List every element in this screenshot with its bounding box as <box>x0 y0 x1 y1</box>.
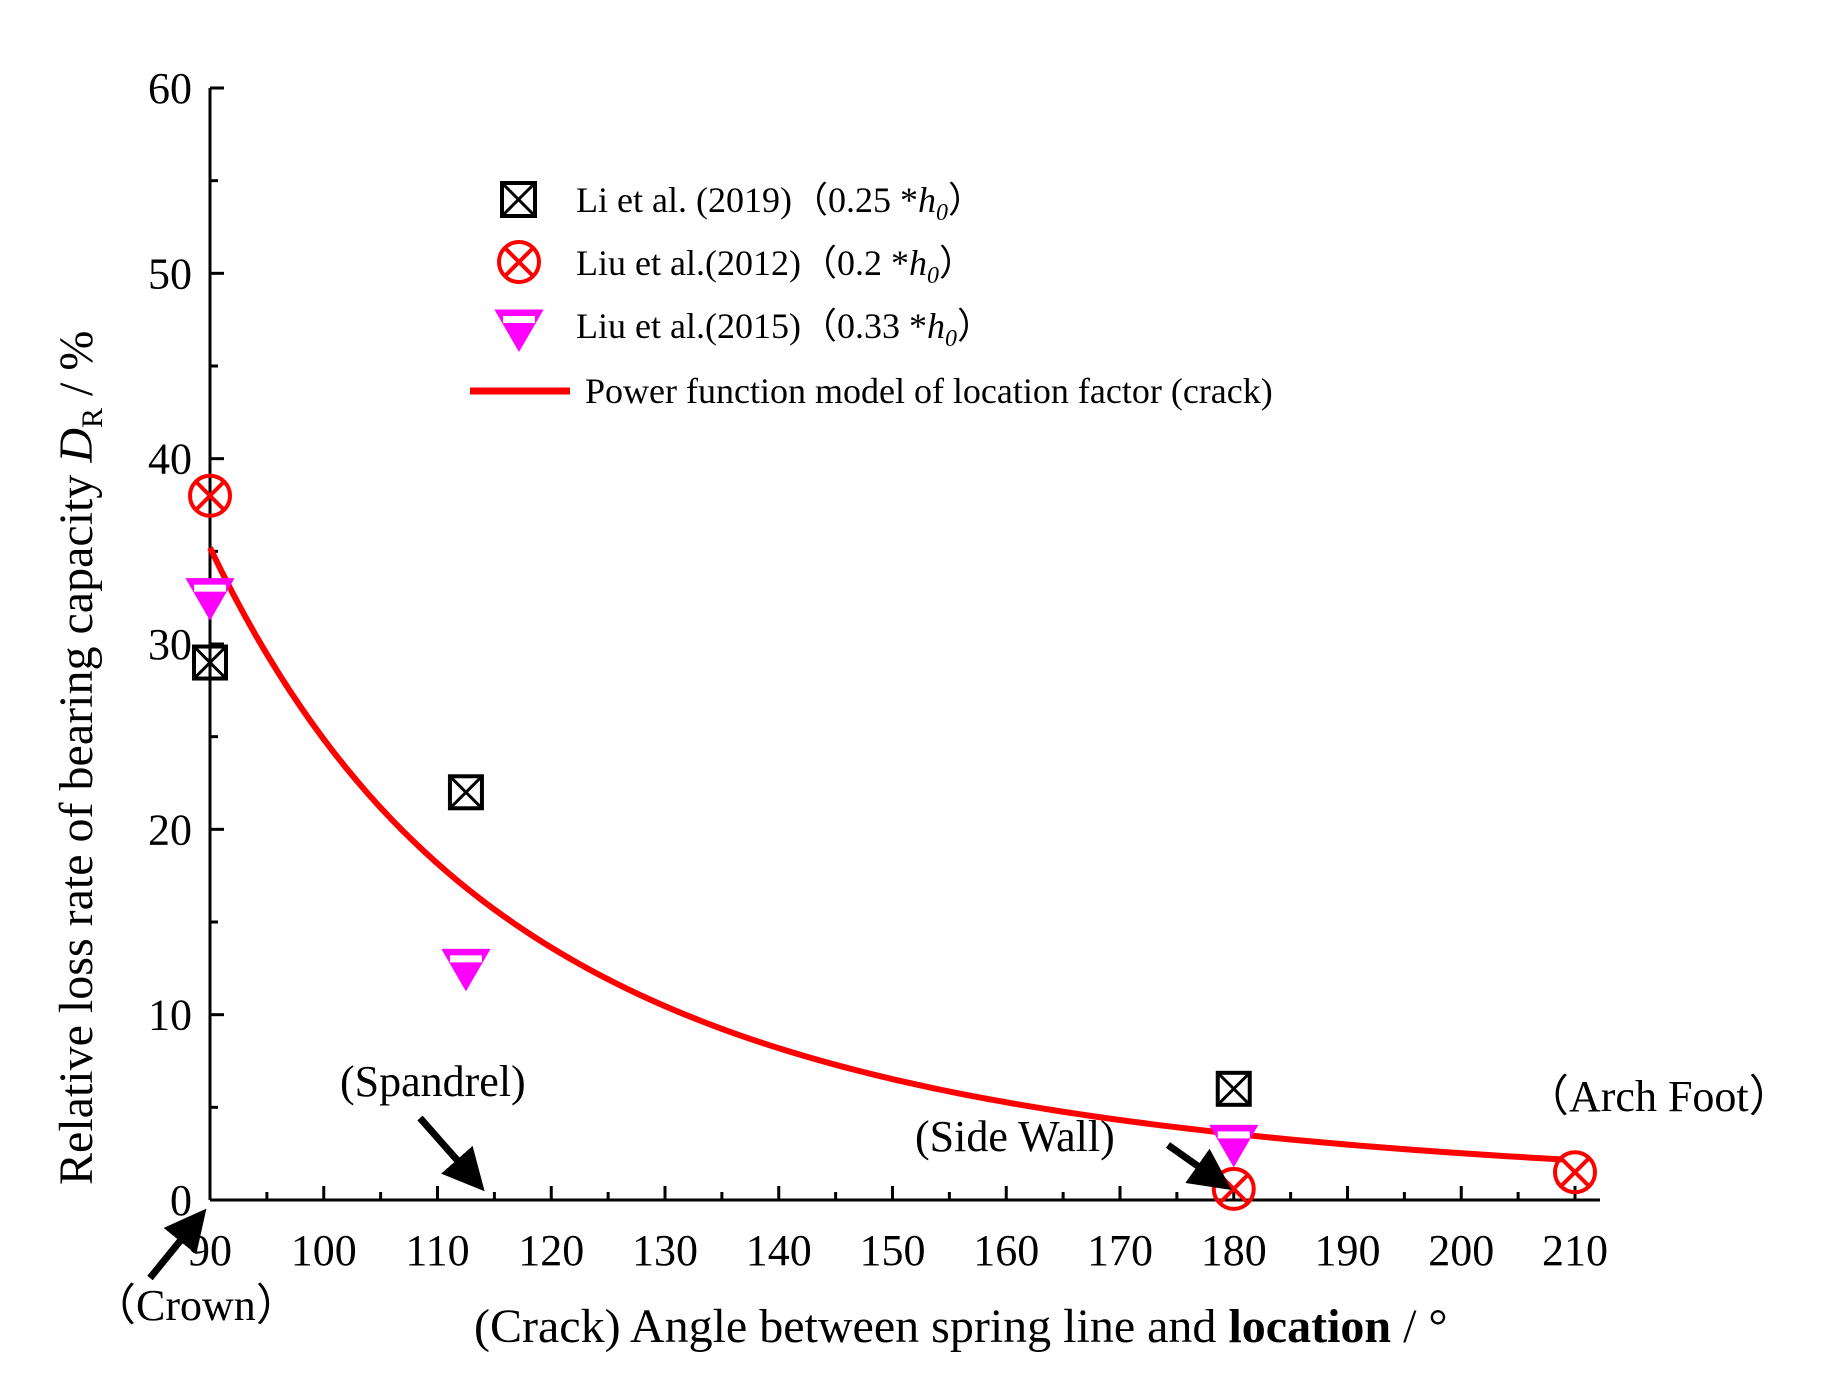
crown-arrow <box>147 1208 207 1281</box>
legend-label-fit: Power function model of location factor … <box>585 371 1273 411</box>
x-tick-label: 180 <box>1201 1226 1267 1275</box>
annotation-crown: （Crown） <box>92 1281 300 1330</box>
annotation-side-wall: (Side Wall) <box>915 1112 1115 1161</box>
power-fit-curve <box>207 546 1564 1163</box>
data-point-circled-x <box>1553 1150 1597 1195</box>
x-axis-title: (Crack) Angle between spring line and lo… <box>474 1300 1448 1353</box>
data-point-half-filled-triangle-down <box>1209 1124 1259 1168</box>
y-tick-label: 60 <box>148 64 192 113</box>
annotation-arch-foot: （Arch Foot） <box>1525 1072 1793 1121</box>
legend-label-li-2019: Li et al. (2019)（0.25 *h0） <box>576 180 984 226</box>
y-axis-title: Relative loss rate of bearing capacity D… <box>50 331 109 1185</box>
x-tick-label: 130 <box>632 1226 698 1275</box>
x-tick-label: 170 <box>1087 1226 1153 1275</box>
y-tick-label: 10 <box>148 991 192 1040</box>
x-tick-label: 190 <box>1315 1226 1381 1275</box>
legend-marker-li-2019 <box>500 181 537 218</box>
x-tick-label: 110 <box>405 1226 469 1275</box>
x-ticks: 90 100 110 120 130 140 150 160 170 180 190 200 210 <box>188 1186 1608 1275</box>
y-ticks: 0 10 20 30 40 50 60 <box>148 64 224 1225</box>
y-tick-label: 30 <box>148 620 192 669</box>
y-tick-label: 50 <box>148 249 192 298</box>
data-point-boxed-x <box>1215 1070 1252 1107</box>
x-tick-label: 150 <box>860 1226 926 1275</box>
x-tick-label: 140 <box>746 1226 812 1275</box>
legend-marker-liu-2012 <box>497 240 541 284</box>
spandrel-arrow <box>417 1115 485 1192</box>
x-tick-label: 90 <box>188 1226 232 1275</box>
side-wall-arrow <box>1165 1142 1232 1191</box>
y-tick-label: 20 <box>148 805 192 854</box>
x-tick-label: 200 <box>1428 1226 1494 1275</box>
x-tick-label: 120 <box>518 1226 584 1275</box>
data-point-half-filled-triangle-down <box>441 948 491 992</box>
legend: Li et al. (2019)（0.25 *h0） Liu et al.(20… <box>470 180 1273 411</box>
x-tick-label: 100 <box>291 1226 357 1275</box>
data-point-boxed-x <box>192 644 228 681</box>
legend-marker-liu-2015 <box>494 309 544 352</box>
data-point-half-filled-triangle-down <box>185 578 235 621</box>
x-tick-label: 160 <box>973 1226 1039 1275</box>
y-tick-label: 0 <box>170 1176 192 1225</box>
legend-label-liu-2015: Liu et al.(2015)（0.33 *h0） <box>576 306 993 352</box>
data-point-circled-x <box>1211 1166 1256 1211</box>
annotation-spandrel: (Spandrel) <box>340 1057 526 1106</box>
y-tick-label: 40 <box>148 435 192 484</box>
data-point-boxed-x <box>447 774 484 811</box>
data-point-circled-x <box>188 473 232 518</box>
legend-label-liu-2012: Liu et al.(2012)（0.2 *h0） <box>576 243 975 289</box>
x-tick-label: 210 <box>1542 1226 1608 1275</box>
